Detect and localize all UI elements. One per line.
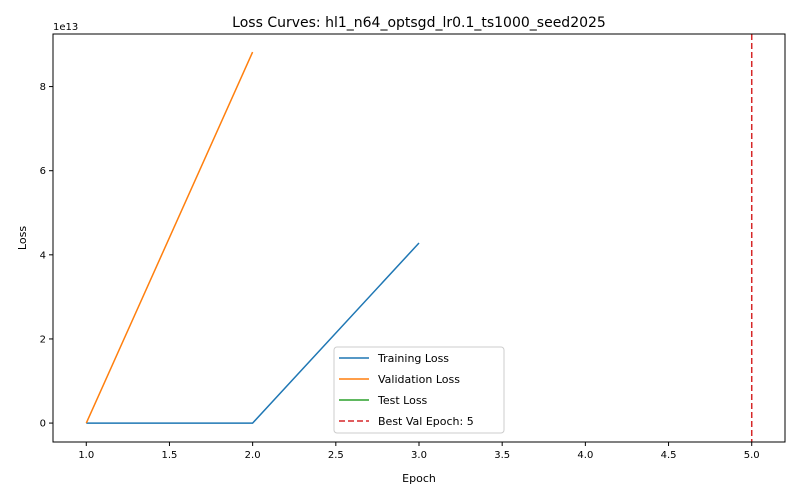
chart-title: Loss Curves: hl1_n64_optsgd_lr0.1_ts1000…	[232, 15, 606, 31]
x-tick-label: 1.5	[162, 450, 178, 461]
legend-label: Validation Loss	[378, 373, 460, 386]
y-tick-label: 6	[40, 166, 46, 177]
legend-label: Best Val Epoch: 5	[378, 415, 474, 428]
legend-box	[333, 346, 505, 434]
y-tick-label: 8	[40, 82, 46, 93]
x-tick-label: 3.0	[411, 450, 427, 461]
x-axis: 1.0 1.5 2.0 2.5 3.0 3.5 4.0 4.5 5.0	[78, 442, 760, 461]
x-tick-label: 5.0	[744, 450, 760, 461]
plot-lines	[85, 34, 753, 442]
x-tick-label: 1.0	[78, 450, 94, 461]
series-line-1	[85, 51, 254, 424]
x-tick-label: 2.0	[245, 450, 261, 461]
y-tick-label: 2	[40, 334, 46, 345]
y-axis: 0 2 4 6 8	[40, 82, 53, 430]
legend-label: Training Loss	[377, 352, 449, 365]
x-tick-label: 4.5	[661, 450, 677, 461]
y-tick-label: 0	[40, 419, 46, 430]
y-tick-label: 4	[40, 250, 46, 261]
legend-label: Test Loss	[377, 394, 428, 407]
series-line-0	[86, 242, 420, 424]
y-axis-label: Loss	[16, 226, 29, 250]
x-tick-label: 3.5	[494, 450, 510, 461]
x-tick-label: 4.0	[577, 450, 593, 461]
legend: Training Loss Validation Loss Test Loss Bes…	[333, 346, 505, 434]
y-offset-label: 1e13	[53, 22, 78, 33]
x-tick-label: 2.5	[328, 450, 344, 461]
x-axis-label: Epoch	[402, 472, 436, 485]
